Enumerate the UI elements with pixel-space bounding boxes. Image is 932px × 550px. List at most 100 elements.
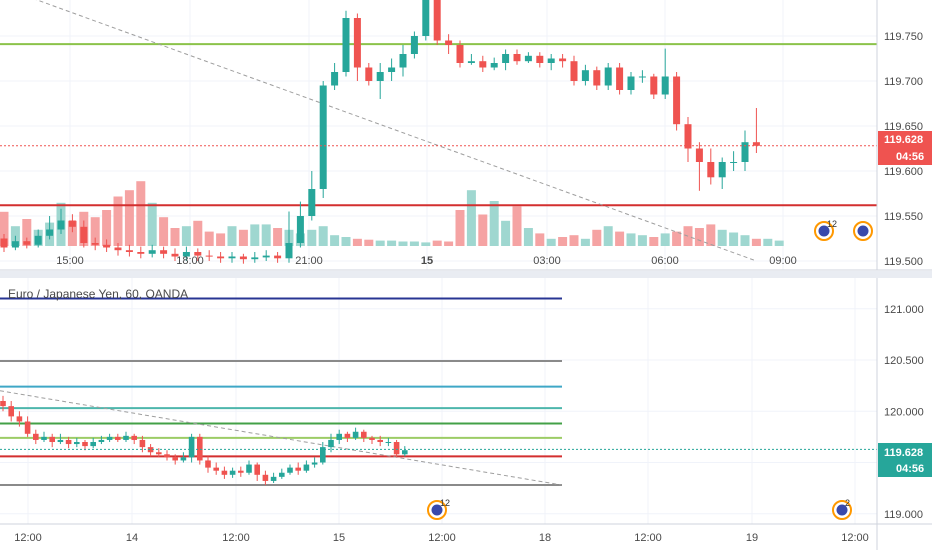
bottom-countdown: 04:56 <box>896 463 924 475</box>
top-price-axis[interactable]: 119.750 119.700 119.650 119.600 119.550 119.5… <box>884 31 923 268</box>
bottom-trendline[interactable] <box>0 390 563 486</box>
candle <box>147 444 154 457</box>
economic-event-badge[interactable]: 12 <box>814 219 837 241</box>
candle <box>369 435 375 445</box>
candle <box>376 63 384 99</box>
volume-bar <box>455 210 465 246</box>
volume-bar <box>159 217 169 246</box>
top-price-tick: 119.650 <box>884 121 923 133</box>
candle <box>422 0 430 41</box>
volume-bar <box>489 201 499 246</box>
candle <box>650 73 658 99</box>
economic-event-badge[interactable]: 12 <box>427 498 450 520</box>
candle <box>536 52 544 68</box>
trend-line[interactable] <box>0 390 563 486</box>
volume-bar <box>67 220 77 246</box>
candle <box>180 452 187 463</box>
candle <box>137 246 145 259</box>
candle <box>661 48 669 99</box>
bottom-event-badges[interactable]: 12 2 <box>427 498 852 520</box>
candle <box>627 72 635 95</box>
top-event-badges[interactable]: 12 <box>814 219 873 241</box>
volume-bar <box>626 233 636 246</box>
candle <box>114 243 122 256</box>
top-candles <box>0 0 760 264</box>
candle <box>251 252 259 263</box>
candle <box>115 433 121 442</box>
candle <box>239 253 247 264</box>
bottom-time-tick: 19 <box>746 532 758 544</box>
pane-separator[interactable] <box>0 271 932 278</box>
candle <box>344 431 351 442</box>
volume-bar <box>729 232 739 246</box>
series-legend[interactable]: Euro / Japanese Yen, 60, OANDA <box>8 287 188 301</box>
candle <box>377 435 383 447</box>
top-time-tick: 18:00 <box>176 255 204 267</box>
volume-bar <box>546 238 556 246</box>
bottom-horizontal-levels[interactable] <box>0 297 562 487</box>
candle <box>91 237 99 251</box>
candle <box>393 439 400 458</box>
volume-bar <box>398 241 408 246</box>
volume-bar <box>238 229 248 246</box>
top-price-tick: 119.750 <box>884 31 923 43</box>
candle <box>11 235 19 251</box>
candle <box>90 437 96 449</box>
economic-event-badge[interactable] <box>853 221 873 241</box>
candle <box>16 411 23 427</box>
candle <box>98 435 105 445</box>
volume-bar <box>774 240 784 246</box>
candle <box>8 401 14 422</box>
volume-bar <box>124 190 134 246</box>
candle <box>502 49 510 71</box>
candle <box>123 431 129 442</box>
event-count: 12 <box>827 219 837 229</box>
volume-bar <box>102 210 112 246</box>
volume-bar <box>740 235 750 246</box>
top-horizontal-levels[interactable] <box>0 43 877 207</box>
candle <box>287 464 293 475</box>
candle <box>238 466 244 477</box>
candle <box>593 66 601 90</box>
candle <box>673 72 681 131</box>
candle <box>23 237 31 249</box>
candle <box>34 229 42 248</box>
volume-bar <box>307 229 317 246</box>
volume-bar <box>364 239 374 246</box>
volume-bar <box>341 237 351 246</box>
top-time-axis[interactable]: 15:00 18:00 21:00 15 03:00 06:00 09:00 <box>56 255 797 267</box>
top-price-tick: 119.600 <box>884 166 923 178</box>
candle <box>188 433 195 463</box>
volume-bar <box>615 231 625 246</box>
bottom-time-tick: 12:00 <box>841 532 869 544</box>
candle <box>303 460 310 473</box>
candle <box>490 57 498 71</box>
bottom-time-tick: 12:00 <box>634 532 662 544</box>
candle <box>197 433 203 465</box>
candle <box>0 395 6 412</box>
economic-event-badge[interactable]: 2 <box>832 498 852 520</box>
event-count: 12 <box>440 498 450 508</box>
candle <box>229 467 236 478</box>
top-countdown: 04:56 <box>896 151 924 163</box>
candle <box>24 416 31 437</box>
volume-bar <box>535 233 545 246</box>
volume-bar <box>523 228 533 246</box>
candle <box>311 457 318 468</box>
bottom-time-tick: 14 <box>126 532 138 544</box>
candle <box>0 234 8 252</box>
volume-bar <box>136 181 146 246</box>
candle <box>308 171 316 221</box>
trend-line[interactable] <box>0 0 757 262</box>
candle <box>148 244 156 258</box>
bottom-time-axis[interactable]: 12:00 14 12:00 15 12:00 18 12:00 19 12:00 <box>14 532 869 544</box>
top-time-tick: 21:00 <box>295 255 323 267</box>
top-price-tick: 119.550 <box>884 211 923 223</box>
candle <box>695 142 703 191</box>
candle <box>547 54 555 71</box>
top-time-tick: 15 <box>421 255 433 267</box>
top-trendline[interactable] <box>0 0 757 262</box>
candle <box>388 58 396 81</box>
